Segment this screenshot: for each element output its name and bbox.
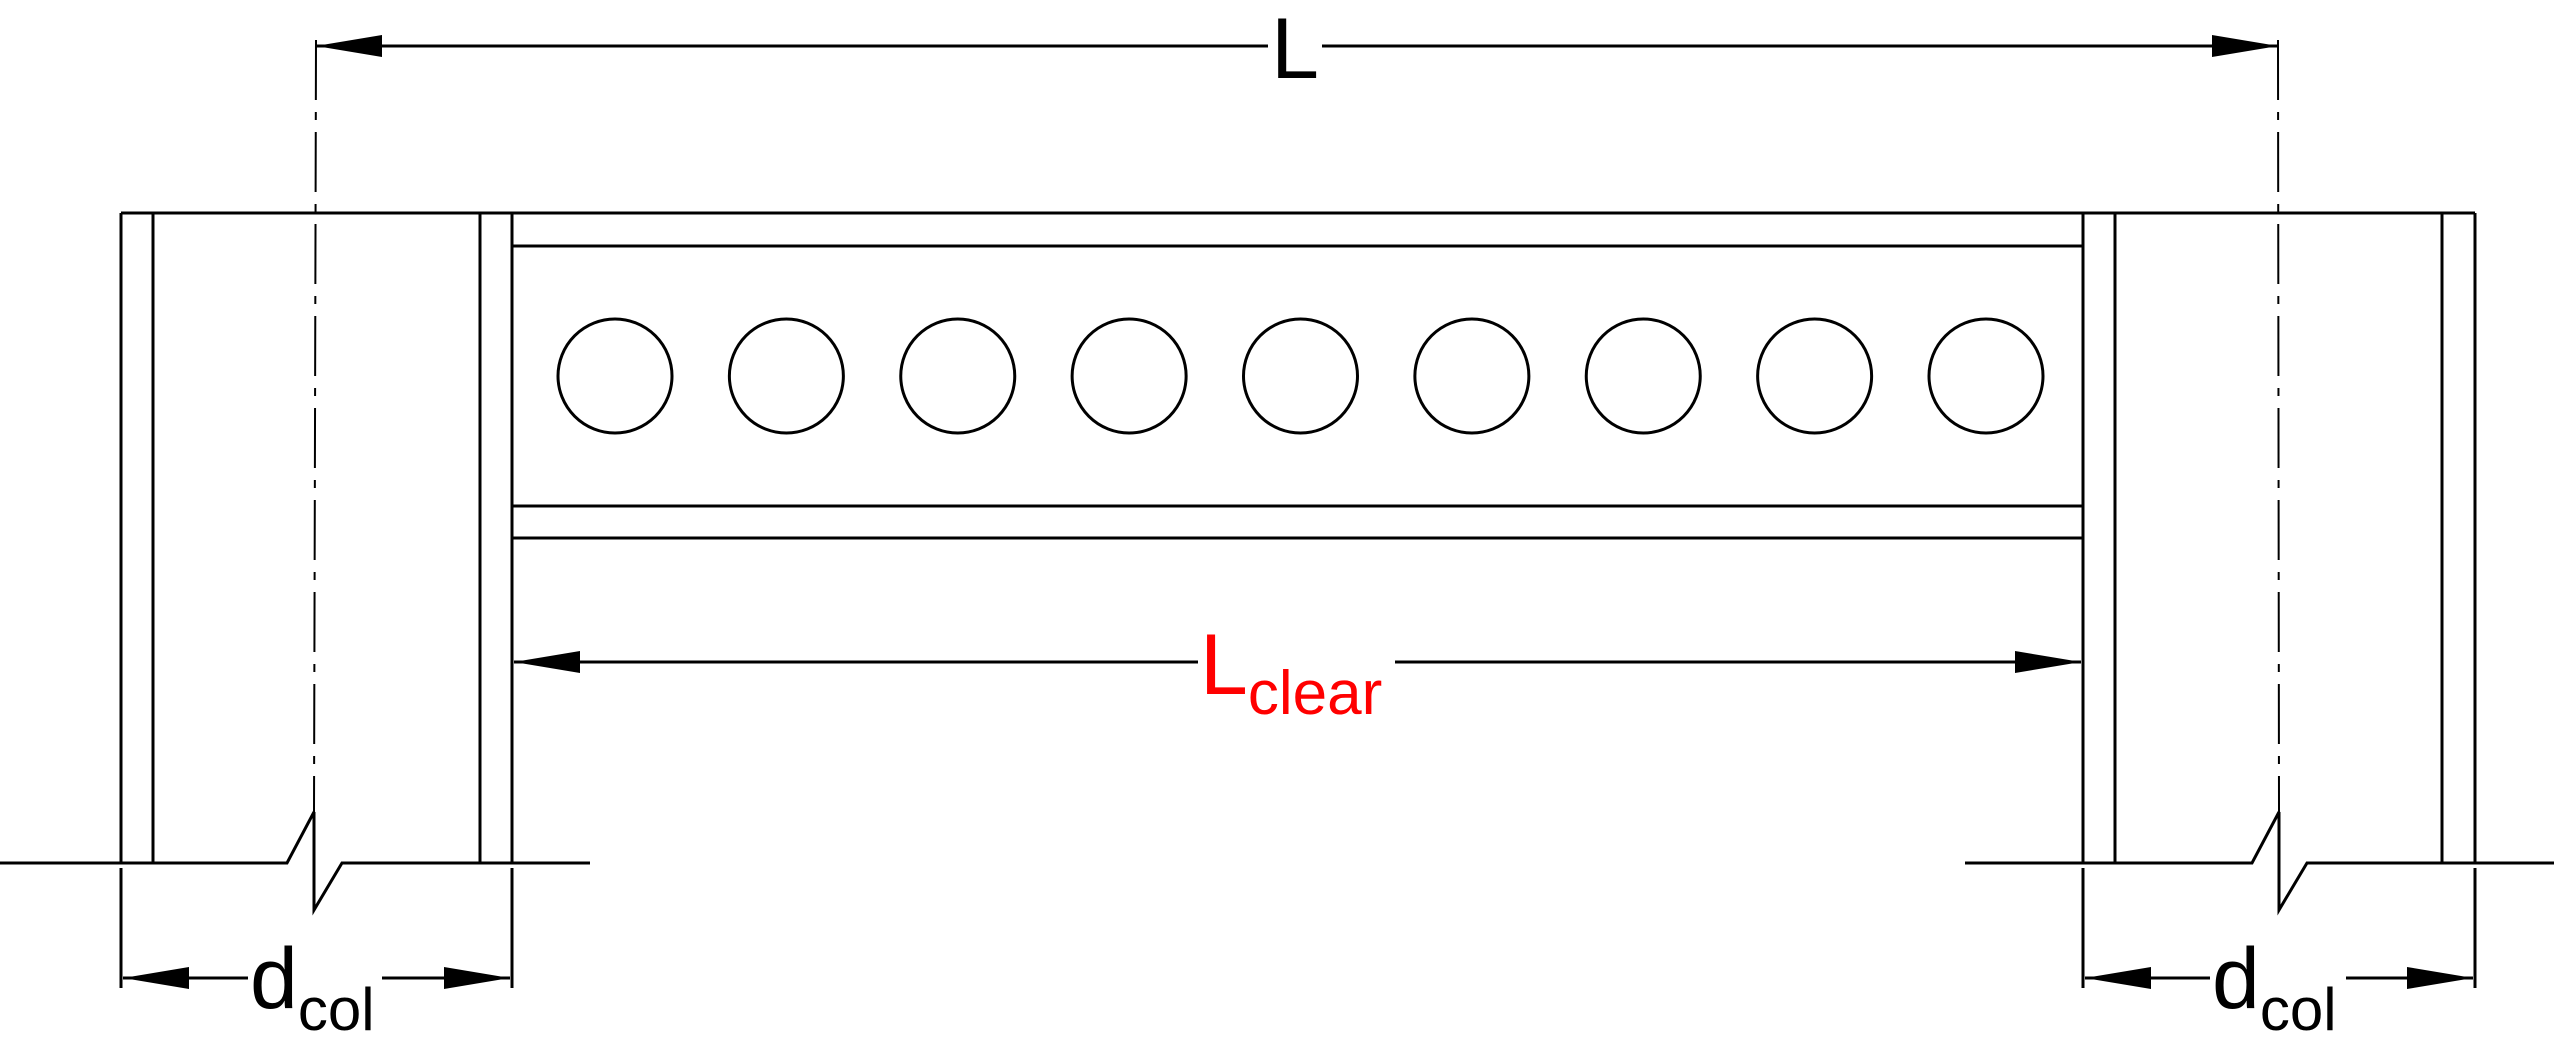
web-openings — [556, 317, 2045, 435]
right-centerline — [2277, 39, 2280, 813]
left-column-depth-label: dcol — [250, 931, 375, 1043]
clear-length-subscript: clear — [1248, 659, 1382, 728]
right-ground-break-line — [1965, 811, 2554, 916]
web-opening-4 — [1070, 317, 1188, 435]
right-column-depth-label: dcol — [2212, 931, 2337, 1043]
left-column-depth-subscript: col — [298, 976, 375, 1043]
web-opening-3 — [899, 317, 1017, 435]
right-column-depth-dimension: dcol — [2081, 868, 2477, 1043]
clear-length-main: L — [1200, 617, 1248, 713]
web-opening-6 — [1413, 317, 1531, 435]
left-ground-break-line — [0, 811, 590, 916]
left-column-depth-dimension: dcol — [119, 868, 514, 1043]
web-opening-8 — [1756, 317, 1874, 435]
web-opening-2 — [727, 317, 845, 435]
clear-length-label: Lclear — [1200, 617, 1382, 728]
clear-span-dimension: Lclear — [514, 617, 2081, 728]
left-column-depth-main: d — [250, 931, 298, 1027]
right-column-depth-subscript: col — [2260, 976, 2337, 1043]
web-opening-1 — [556, 317, 674, 435]
left-centerline — [313, 39, 317, 813]
left-column — [119, 211, 514, 863]
column-centerlines — [313, 39, 2280, 813]
overall-span-dimension: L — [316, 1, 2278, 97]
right-column-depth-main: d — [2212, 931, 2260, 1027]
overall-length-label: L — [1271, 1, 1319, 97]
web-opening-7 — [1584, 317, 1702, 435]
beam — [512, 211, 2083, 540]
web-opening-9 — [1927, 317, 2045, 435]
web-opening-5 — [1242, 317, 1359, 435]
